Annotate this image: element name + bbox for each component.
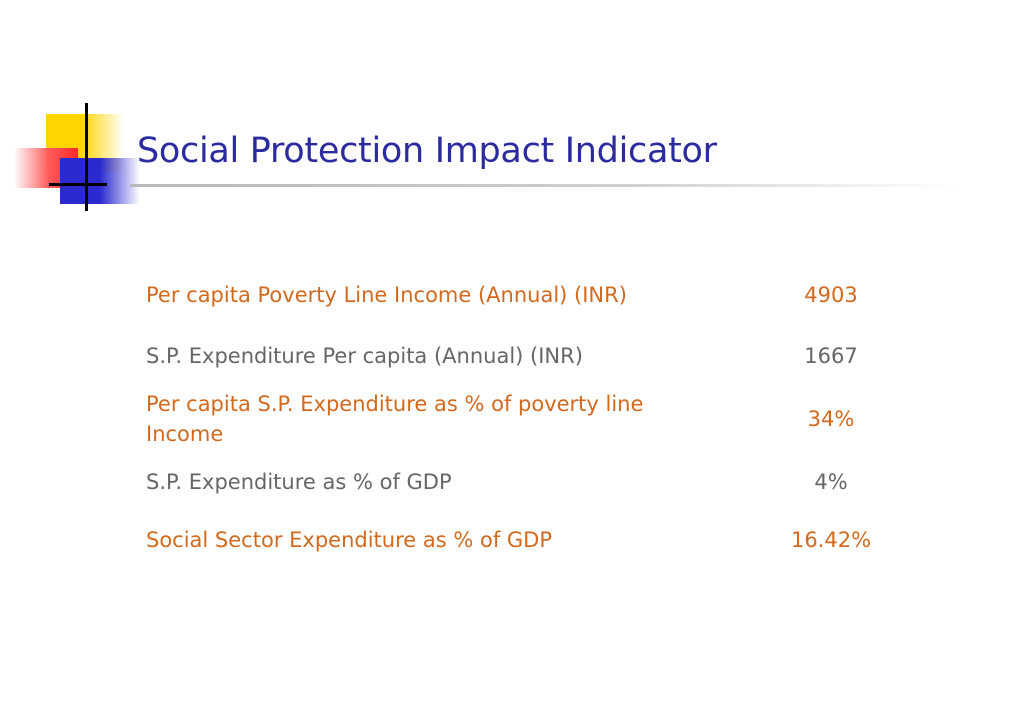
- indicator-value: 4903: [804, 283, 858, 307]
- indicator-row: Per capita S.P. Expenditure as % of pove…: [146, 389, 906, 449]
- indicator-value: 4%: [814, 470, 848, 494]
- indicator-label: Per capita Poverty Line Income (Annual) …: [146, 283, 627, 307]
- horizontal-line: [49, 183, 107, 186]
- logo-squares: [0, 0, 160, 220]
- indicator-label: Per capita S.P. Expenditure as % of pove…: [146, 389, 706, 449]
- slide-title: Social Protection Impact Indicator: [137, 131, 717, 171]
- indicator-value: 34%: [807, 407, 855, 431]
- title-underline: [130, 184, 960, 187]
- blue-square: [60, 158, 140, 204]
- indicator-value: 1667: [804, 344, 858, 368]
- indicator-label-line1: Per capita S.P. Expenditure as % of pove…: [146, 392, 644, 416]
- indicator-label: Social Sector Expenditure as % of GDP: [146, 528, 552, 552]
- indicator-value: 16.42%: [790, 528, 872, 552]
- indicator-label-line2: Income: [146, 422, 224, 446]
- indicator-label: S.P. Expenditure as % of GDP: [146, 470, 452, 494]
- indicator-label: S.P. Expenditure Per capita (Annual) (IN…: [146, 344, 583, 368]
- vertical-line: [85, 103, 88, 211]
